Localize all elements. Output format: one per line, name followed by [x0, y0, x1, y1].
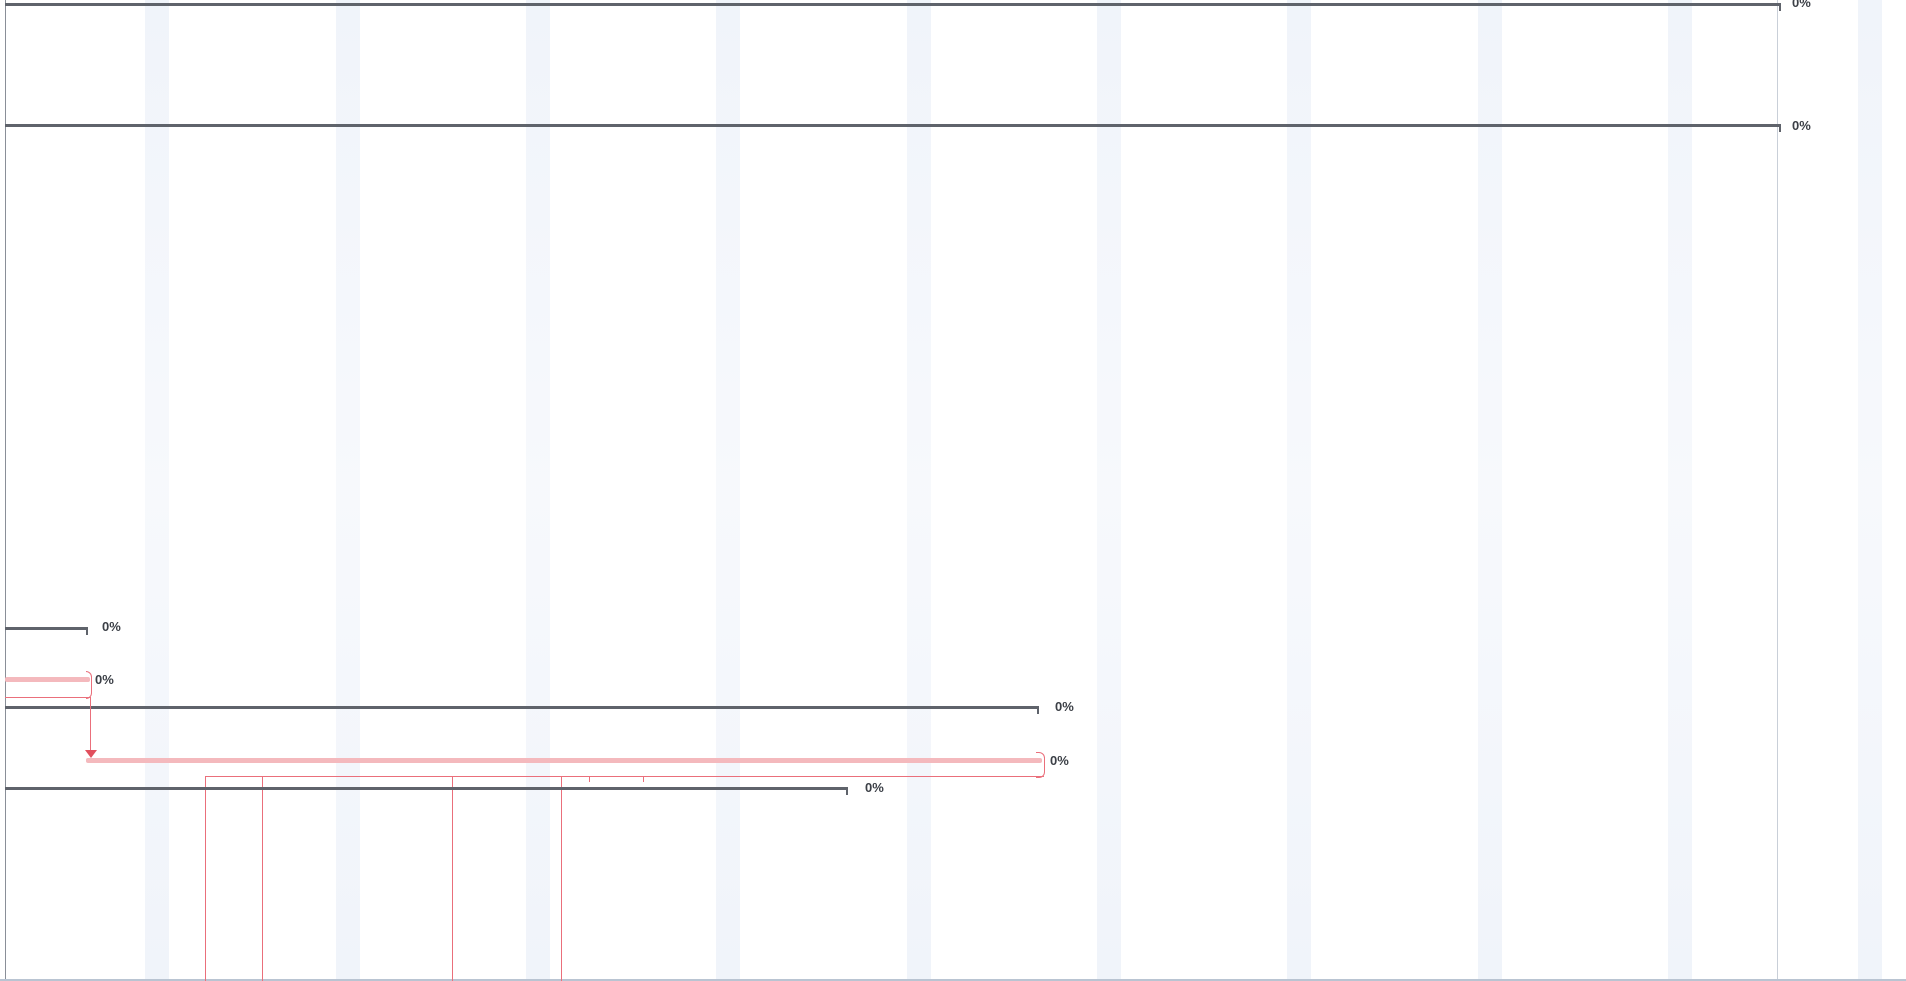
- dependency-arrow-icon: [85, 750, 97, 758]
- task-bar-end-tick: [1779, 124, 1781, 132]
- timeline-column-stripe: [1858, 0, 1882, 981]
- baseline-progress-label: 0%: [95, 673, 114, 687]
- dependency-line: [561, 776, 562, 981]
- timeline-column-stripe: [1287, 0, 1311, 981]
- baseline-bar[interactable]: [86, 758, 1042, 763]
- task-bar-end-tick: [1779, 3, 1781, 11]
- timeline-column-stripe: [526, 0, 550, 981]
- dependency-line: [5, 697, 91, 698]
- task-progress-label: 0%: [1792, 119, 1811, 133]
- task-bar[interactable]: [5, 124, 1781, 127]
- task-progress-label: 0%: [102, 620, 121, 634]
- dependency-line: [205, 776, 1044, 777]
- task-progress-label: 0%: [865, 781, 884, 795]
- dependency-bracket: [1036, 752, 1045, 778]
- timeline-column-stripe: [336, 0, 360, 981]
- baseline-progress-label: 0%: [1050, 754, 1069, 768]
- baseline-bar[interactable]: [5, 677, 90, 682]
- task-bar[interactable]: [5, 706, 1039, 709]
- timeline-column-stripe: [716, 0, 740, 981]
- task-bar[interactable]: [5, 3, 1781, 6]
- dependency-line: [643, 776, 644, 782]
- grid-right-border: [1777, 0, 1778, 981]
- dependency-bracket: [86, 671, 92, 699]
- task-bar-end-tick: [846, 787, 848, 795]
- dependency-line: [90, 697, 91, 750]
- task-bar-end-tick: [1037, 706, 1039, 714]
- timeline-column-stripe: [1668, 0, 1692, 981]
- task-progress-label: 0%: [1792, 0, 1811, 10]
- grid-left-border: [5, 0, 6, 981]
- dependency-line: [205, 776, 206, 981]
- task-progress-label: 0%: [1055, 700, 1074, 714]
- dependency-line: [452, 776, 453, 981]
- timeline-column-stripe: [907, 0, 931, 981]
- timeline-column-stripe: [145, 0, 169, 981]
- timeline-column-stripe: [1097, 0, 1121, 981]
- timeline-column-stripe: [1478, 0, 1502, 981]
- task-bar[interactable]: [5, 627, 88, 630]
- task-bar-end-tick: [86, 627, 88, 635]
- dependency-line: [589, 776, 590, 782]
- task-bar[interactable]: [5, 787, 848, 790]
- dependency-line: [262, 776, 263, 981]
